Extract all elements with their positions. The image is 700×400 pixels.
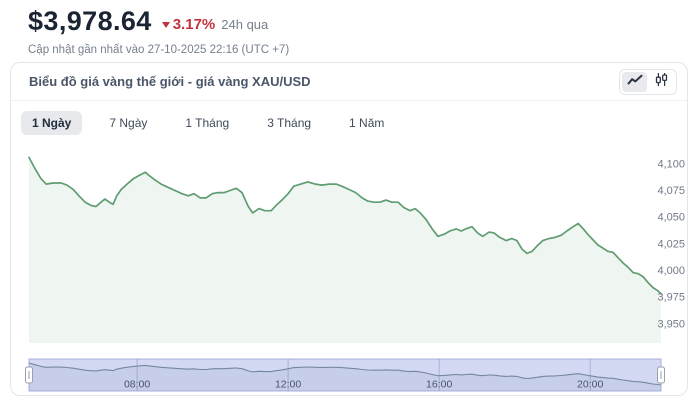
current-price: $3,978.64 bbox=[28, 6, 152, 36]
tab-7-ngày[interactable]: 7 Ngày bbox=[109, 116, 148, 130]
tab-1-năm[interactable]: 1 Năm bbox=[349, 116, 385, 130]
navigator-line bbox=[28, 362, 662, 386]
chart-panel-header: Biểu đồ giá vàng thế giới - giá vàng XAU… bbox=[11, 63, 687, 101]
chart-title: Biểu đồ giá vàng thế giới - giá vàng XAU… bbox=[29, 74, 311, 89]
y-axis-label: 4,100 bbox=[657, 158, 685, 170]
x-axis-label: 16:00 bbox=[426, 379, 452, 391]
navigator-area-fill bbox=[29, 363, 661, 391]
change-period: 24h qua bbox=[221, 17, 269, 32]
price-change: 3.17% 24h qua bbox=[161, 16, 269, 33]
price-line bbox=[28, 156, 662, 295]
tab-1-ngày[interactable]: 1 Ngày bbox=[21, 111, 83, 135]
last-updated-text: Cập nhật gần nhất vào 27-10-2025 22:16 (… bbox=[28, 44, 290, 56]
chart-type-toggle bbox=[619, 68, 677, 95]
y-axis-label: 3,975 bbox=[657, 292, 685, 304]
range-tabs: 1 Ngày 7 Ngày 1 Tháng 3 Tháng 1 Năm bbox=[21, 111, 395, 135]
y-axis-label: 4,000 bbox=[657, 265, 685, 277]
price-header: $3,978.64 3.17% 24h qua bbox=[28, 6, 268, 37]
y-axis-label: 4,075 bbox=[657, 185, 685, 197]
tab-1-tháng[interactable]: 1 Tháng bbox=[185, 116, 230, 130]
candlestick-chart-button[interactable] bbox=[649, 72, 674, 92]
x-axis-label: 08:00 bbox=[124, 379, 150, 391]
price-area-fill bbox=[29, 157, 661, 343]
chart-navigator[interactable]: 08:00 12:00 16:00 20:00 bbox=[11, 355, 688, 395]
chart-panel: Biểu đồ giá vàng thế giới - giá vàng XAU… bbox=[10, 62, 688, 396]
x-axis-label: 12:00 bbox=[275, 379, 301, 391]
tab-3-tháng[interactable]: 3 Tháng bbox=[267, 116, 312, 130]
x-axis-label: 20:00 bbox=[577, 379, 603, 391]
navigator-band[interactable] bbox=[28, 358, 662, 392]
y-axis-label: 3,950 bbox=[657, 318, 685, 330]
down-arrow-icon bbox=[161, 21, 170, 28]
line-chart-icon bbox=[627, 73, 643, 91]
y-axis-label: 4,025 bbox=[657, 238, 685, 250]
line-chart-button[interactable] bbox=[622, 71, 647, 92]
change-percent: 3.17% bbox=[172, 16, 216, 33]
y-axis-label: 4,050 bbox=[657, 212, 685, 224]
candlestick-icon bbox=[654, 72, 669, 92]
price-chart[interactable]: 4,100 4,075 4,050 4,025 4,000 3,975 3,950 bbox=[11, 137, 688, 349]
